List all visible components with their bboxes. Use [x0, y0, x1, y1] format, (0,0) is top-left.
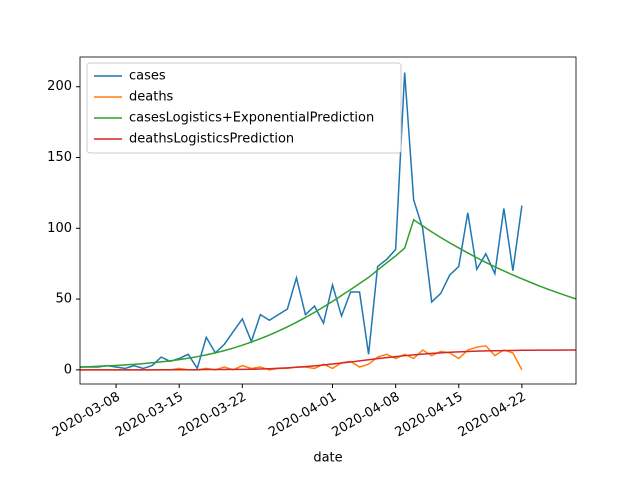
legend: cases deaths casesLogistics+ExponentialPre… [86, 62, 402, 154]
legend-label: cases [129, 69, 166, 84]
series-line [80, 72, 523, 371]
x-tick-label: 2020-04-15 [393, 390, 466, 441]
x-tick-label: 2020-03-08 [50, 390, 123, 441]
x-tick-label: 2020-03-22 [176, 390, 249, 441]
legend-label: casesLogistics+ExponentialPrediction [129, 111, 374, 126]
series-line [80, 218, 576, 368]
legend-label: deathsLogisticsPrediction [129, 132, 294, 147]
y-tick-label: 100 [47, 221, 72, 236]
x-tick-label: 2020-03-15 [113, 390, 186, 441]
x-tick-label: 2020-04-08 [329, 390, 402, 441]
x-tick-label: 2020-04-01 [266, 390, 339, 441]
y-tick-label: 50 [55, 292, 72, 307]
x-axis-label: date [313, 451, 342, 466]
x-tick-label: 2020-04-22 [456, 390, 529, 441]
plot-frame [79, 56, 577, 385]
legend-label: deaths [129, 90, 174, 105]
y-tick-label: 150 [47, 150, 72, 165]
series-line [80, 349, 576, 371]
legend-frame [86, 62, 402, 154]
y-tick-label: 0 [64, 362, 72, 377]
y-tick-label: 200 [47, 79, 72, 94]
